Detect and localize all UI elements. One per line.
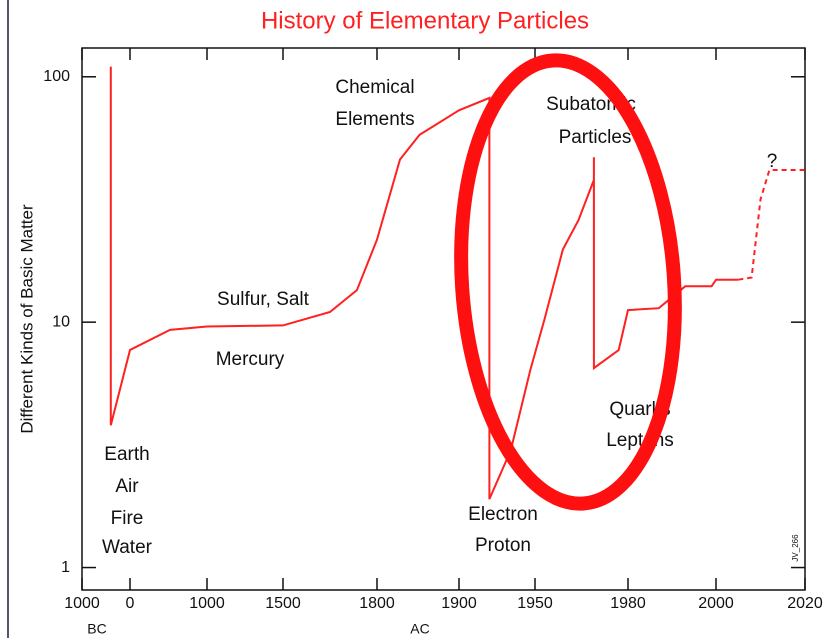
- footnote: JV_266: [791, 534, 800, 562]
- era-label: AC: [410, 621, 429, 637]
- annotation: Sulfur, Salt: [217, 289, 310, 310]
- highlight-ellipse: [454, 53, 682, 511]
- annotation: Fire: [111, 508, 144, 529]
- x-tick-label: 1980: [610, 595, 646, 612]
- x-tick-label: 1500: [265, 595, 301, 612]
- annotation: Elements: [335, 109, 414, 130]
- era-label: BC: [87, 621, 106, 637]
- x-tick-label: 2020: [787, 595, 823, 612]
- x-tick-label: 1950: [517, 595, 553, 612]
- x-tick-label: 1000: [189, 595, 225, 612]
- annotation: Particles: [559, 127, 632, 148]
- y-axis-label: Different Kinds of Basic Matter: [17, 204, 36, 434]
- chart-title: History of Elementary Particles: [261, 7, 589, 34]
- y-tick-label: 100: [43, 68, 70, 85]
- x-tick-label: 1800: [359, 595, 395, 612]
- annotation: Water: [102, 537, 153, 558]
- annotation: ?: [767, 151, 778, 172]
- annotation: Electron: [468, 504, 538, 525]
- data-line: [738, 169, 805, 281]
- annotation: Mercury: [216, 349, 285, 370]
- annotation: Earth: [104, 444, 149, 465]
- annotation: Air: [115, 476, 139, 497]
- x-tick-label: 1000: [64, 595, 100, 612]
- y-tick-label: 1: [61, 559, 70, 576]
- plot-frame: [81, 47, 806, 591]
- x-tick-label: 1900: [441, 595, 477, 612]
- y-tick-label: 10: [52, 313, 70, 330]
- x-tick-label: 0: [126, 595, 135, 612]
- x-tick-label: 2000: [698, 595, 734, 612]
- annotation: Proton: [475, 535, 531, 556]
- annotation: Chemical: [335, 77, 414, 98]
